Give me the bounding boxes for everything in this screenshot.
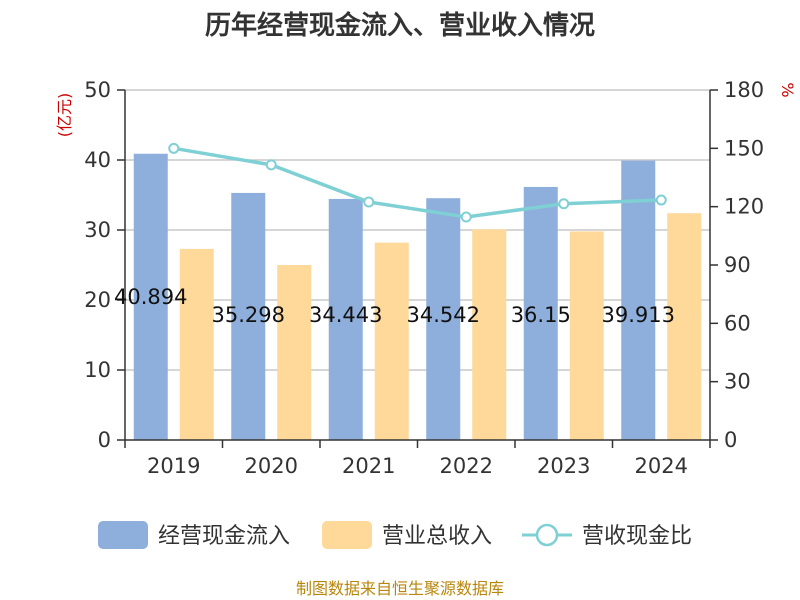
left-tick-label: 30	[84, 218, 111, 242]
legend-label-cash-inflow: 经营现金流入	[158, 524, 290, 549]
cash-inflow-value-label: 35.298	[212, 303, 285, 327]
right-axis-unit: %	[778, 82, 797, 97]
bar-cash-inflow	[621, 160, 656, 440]
cash-inflow-value-label: 34.443	[309, 303, 382, 327]
chart-title: 历年经营现金流入、营业收入情况	[205, 10, 595, 41]
x-tick-label: 2023	[537, 454, 590, 478]
legend-label-ratio: 营收现金比	[582, 524, 692, 549]
bar-revenue	[277, 265, 312, 440]
legend-marker-ratio	[535, 523, 559, 547]
bar-cash-inflow	[426, 198, 461, 440]
x-tick-label: 2022	[440, 454, 493, 478]
data-labels: 40.894 35.298 34.443 34.542 36.15 39.913	[114, 285, 675, 327]
left-tick-label: 40	[84, 148, 111, 172]
bar-cash-inflow	[133, 153, 168, 440]
source-note: 制图数据来自恒生聚源数据库	[296, 579, 504, 598]
right-tick-label: 120	[724, 195, 764, 219]
right-tick-label: 150	[724, 136, 764, 160]
bar-revenue	[667, 213, 702, 440]
right-tick-label: 90	[724, 253, 751, 277]
left-tick-label: 50	[84, 78, 111, 102]
x-tick-label: 2020	[245, 454, 298, 478]
bar-revenue	[472, 229, 507, 440]
x-tick-label: 2024	[635, 454, 688, 478]
right-tick-label: 180	[724, 78, 764, 102]
ratio-point	[558, 198, 570, 210]
ratio-point	[460, 211, 472, 223]
left-tick-label: 10	[84, 358, 111, 382]
ratio-line-path	[173, 146, 662, 219]
cash-inflow-value-label: 40.894	[114, 285, 187, 309]
axes: 0 10 20 30 40 50 0 30 60 90 120 150 180 2019 2020 2021 2…	[84, 78, 764, 478]
legend-label-revenue: 营业总收入	[382, 524, 492, 549]
bar-cash-inflow	[328, 198, 363, 440]
bar-revenue	[569, 231, 604, 440]
legend-swatch-cash-inflow	[98, 521, 148, 549]
left-axis-unit: (亿元)	[55, 93, 74, 138]
cash-inflow-value-label: 36.15	[511, 303, 571, 327]
left-tick-label: 0	[98, 428, 111, 452]
ratio-point	[265, 159, 277, 171]
ratio-line	[168, 142, 667, 223]
x-tick-label: 2019	[147, 454, 200, 478]
ratio-point	[655, 194, 667, 206]
right-tick-label: 60	[724, 311, 751, 335]
bar-cash-inflow	[523, 186, 558, 440]
cash-inflow-value-label: 34.542	[407, 303, 480, 327]
right-tick-label: 0	[724, 428, 737, 452]
grid-lines	[125, 89, 710, 371]
bar-cash-inflow	[231, 192, 266, 440]
right-tick-label: 30	[724, 370, 751, 394]
bar-revenue	[374, 242, 409, 440]
ratio-point	[363, 196, 375, 208]
legend-swatch-revenue	[322, 521, 372, 549]
ratio-point	[168, 142, 180, 154]
bars	[133, 153, 702, 440]
bar-revenue	[179, 248, 214, 440]
cash-inflow-value-label: 39.913	[602, 303, 675, 327]
left-tick-label: 20	[84, 288, 111, 312]
legend: 经营现金流入 营业总收入 营收现金比	[98, 521, 692, 549]
x-tick-label: 2021	[342, 454, 395, 478]
